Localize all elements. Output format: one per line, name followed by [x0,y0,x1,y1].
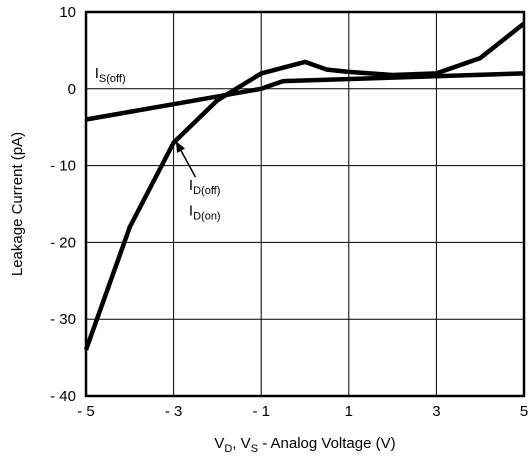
y-tick-label: - 20 [50,234,76,251]
y-tick-label: 10 [59,4,76,21]
x-tick-label: 1 [345,403,353,420]
x-axis-title: VD, VS - Analog Voltage (V) [214,435,395,455]
x-tick-label: 5 [520,403,528,420]
x-tick-label: - 3 [165,403,183,420]
y-tick-label: - 40 [50,388,76,405]
grid-lines [86,12,524,396]
series-lines [86,24,524,350]
y-tick-label: - 10 [50,158,76,175]
x-tick-labels: - 5 - 3 - 1 1 3 5 [77,403,528,420]
annotation-arrow [176,141,196,177]
x-tick-label: - 1 [252,403,270,420]
arrow-head [176,141,185,153]
annotation-is-off: IS(off) [95,65,126,85]
annotation-id-on: ID(on) [189,203,221,223]
annotation-id-off: ID(off) [189,177,220,197]
y-tick-label: 0 [68,81,76,98]
series-line-1 [86,73,524,119]
x-tick-label: 3 [432,403,440,420]
plot-frame [86,12,524,396]
series-line-2 [86,24,524,350]
y-axis-title: Leakage Current (pA) [9,132,26,276]
y-tick-label: - 30 [50,311,76,328]
x-tick-label: - 5 [77,403,95,420]
y-tick-labels: 10 0 - 10 - 20 - 30 - 40 [50,4,76,405]
